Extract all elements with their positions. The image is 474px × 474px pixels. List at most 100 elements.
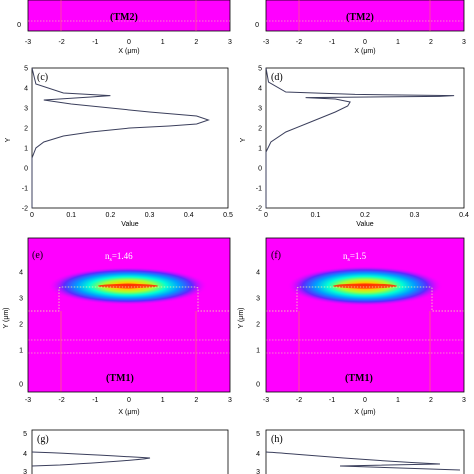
x-tick: 0 [127, 39, 131, 46]
x-tick: 0.4 [184, 212, 194, 219]
y-tick: 1 [258, 146, 262, 153]
y-tick: 0 [17, 22, 21, 29]
x-tick: 3 [462, 39, 466, 46]
x-tick: -1 [329, 397, 335, 404]
y-tick: 1 [19, 348, 23, 355]
x-tick-labels: -3 -2 -1 0 1 2 3 [263, 397, 466, 404]
y-tick-labels: 5 4 3 2 1 0 -1 -2 [256, 66, 262, 213]
y-tick: -2 [22, 206, 28, 213]
panel-c-profile-plot: (c) 5 4 3 2 1 0 -1 -2 0 0.1 0.2 0.3 0.4 0.5 Y Value [5, 66, 233, 229]
top-left-field-panel: (TM2) 0 -3 -2 -1 0 1 2 3 X (μm) [17, 0, 232, 55]
x-tick: 0 [127, 397, 131, 404]
x-tick: 3 [228, 39, 232, 46]
y-tick-labels: 5 4 3 2 1 0 -1 -2 [22, 66, 28, 213]
y-tick: 0 [258, 166, 262, 173]
panel-label: (c) [37, 72, 48, 83]
waveguide-boundary [28, 286, 230, 312]
y-tick: 2 [256, 322, 260, 329]
x-tick: 0.3 [145, 212, 155, 219]
x-tick: -1 [329, 39, 335, 46]
series-line [265, 67, 455, 208]
y-tick: 3 [23, 469, 27, 474]
x-tick: 2 [429, 397, 433, 404]
x-tick: 0 [363, 397, 367, 404]
y-axis-label: Y [240, 137, 247, 142]
panel-label: (g) [37, 434, 49, 445]
x-axis-label: Value [121, 221, 138, 228]
x-tick: 0.1 [311, 212, 321, 219]
y-tick: 1 [24, 146, 28, 153]
mode-label: (TM2) [110, 12, 138, 23]
panel-label: (f) [271, 250, 281, 261]
x-tick: 2 [429, 39, 433, 46]
y-tick: 0 [256, 382, 260, 389]
mode-label: (TM1) [345, 373, 373, 384]
y-tick: 5 [23, 431, 27, 438]
y-tick: 1 [256, 348, 260, 355]
x-tick: 1 [396, 39, 400, 46]
y-tick: 3 [258, 106, 262, 113]
x-tick: 0.3 [410, 212, 420, 219]
x-axis-label: X (μm) [118, 48, 139, 55]
x-tick: 0 [264, 212, 268, 219]
index-label: ns=1.5 [343, 251, 367, 263]
x-axis-label: X (μm) [118, 409, 139, 416]
panel-label: (d) [271, 72, 283, 83]
mode-label: (TM1) [106, 373, 134, 384]
x-tick: 2 [194, 397, 198, 404]
top-right-field-panel: (TM2) 0 -3 -2 -1 0 1 2 3 X (μm) [255, 0, 466, 55]
x-tick-labels: -3 -2 -1 0 1 2 3 [25, 39, 232, 46]
y-tick: 2 [19, 322, 23, 329]
x-tick: -3 [25, 39, 31, 46]
panel-f-field-map: (f) ns=1.5 (TM1) 4 3 2 1 0 -3 -2 -1 0 1 2 3 Y (μm)… [238, 237, 466, 416]
y-tick: 4 [23, 451, 27, 458]
y-tick: -1 [256, 186, 262, 193]
y-tick: 4 [258, 86, 262, 93]
y-tick: 2 [258, 126, 262, 133]
y-axis-label: Y [5, 137, 12, 142]
x-tick: 0.4 [459, 212, 469, 219]
x-tick: 3 [228, 397, 232, 404]
y-tick: -1 [22, 186, 28, 193]
series-line [31, 451, 151, 467]
y-tick: 5 [256, 431, 260, 438]
series-line [265, 451, 461, 471]
x-tick: 0 [30, 212, 34, 219]
x-tick-labels: 0 0.1 0.2 0.3 0.4 [264, 212, 469, 219]
index-label: ns=1.46 [105, 251, 133, 263]
panel-label: (e) [32, 250, 43, 261]
x-tick: -2 [59, 397, 65, 404]
panel-label: (h) [271, 434, 283, 445]
y-tick: 0 [24, 166, 28, 173]
y-tick: -2 [256, 206, 262, 213]
panel-d-profile-plot: (d) 5 4 3 2 1 0 -1 -2 0 0.1 0.2 0.3 0.4 Y Value [240, 66, 469, 229]
x-tick: 1 [396, 397, 400, 404]
y-tick: 3 [19, 296, 23, 303]
y-tick-labels: 4 3 2 1 0 [19, 270, 23, 389]
x-axis-label: X (μm) [354, 48, 375, 55]
x-tick: -2 [296, 39, 302, 46]
y-tick: 0 [255, 22, 259, 29]
x-tick: 2 [194, 39, 198, 46]
x-tick: 1 [161, 39, 165, 46]
y-axis-label: Y (μm) [3, 307, 10, 328]
panel-g-profile-plot: (g) 5 4 3 [23, 429, 229, 474]
x-tick: 0.5 [223, 212, 233, 219]
x-tick: 0.2 [106, 212, 116, 219]
x-tick: -3 [263, 397, 269, 404]
mode-label: (TM2) [346, 12, 374, 23]
x-tick: -1 [92, 397, 98, 404]
y-tick: 0 [19, 382, 23, 389]
x-tick: -1 [92, 39, 98, 46]
x-tick: 0.2 [360, 212, 370, 219]
x-tick: -3 [25, 397, 31, 404]
y-tick: 2 [24, 126, 28, 133]
x-tick: -2 [59, 39, 65, 46]
x-tick: -2 [296, 397, 302, 404]
panel-e-field-map: (e) ns=1.46 (TM1) 4 3 2 1 0 -3 -2 -1 0 1 2 3 Y (μm… [3, 237, 232, 416]
y-tick: 4 [19, 270, 23, 277]
y-tick: 3 [256, 469, 260, 474]
y-tick: 5 [258, 66, 262, 73]
y-tick: 3 [24, 106, 28, 113]
x-tick-labels: -3 -2 -1 0 1 2 3 [263, 39, 466, 46]
